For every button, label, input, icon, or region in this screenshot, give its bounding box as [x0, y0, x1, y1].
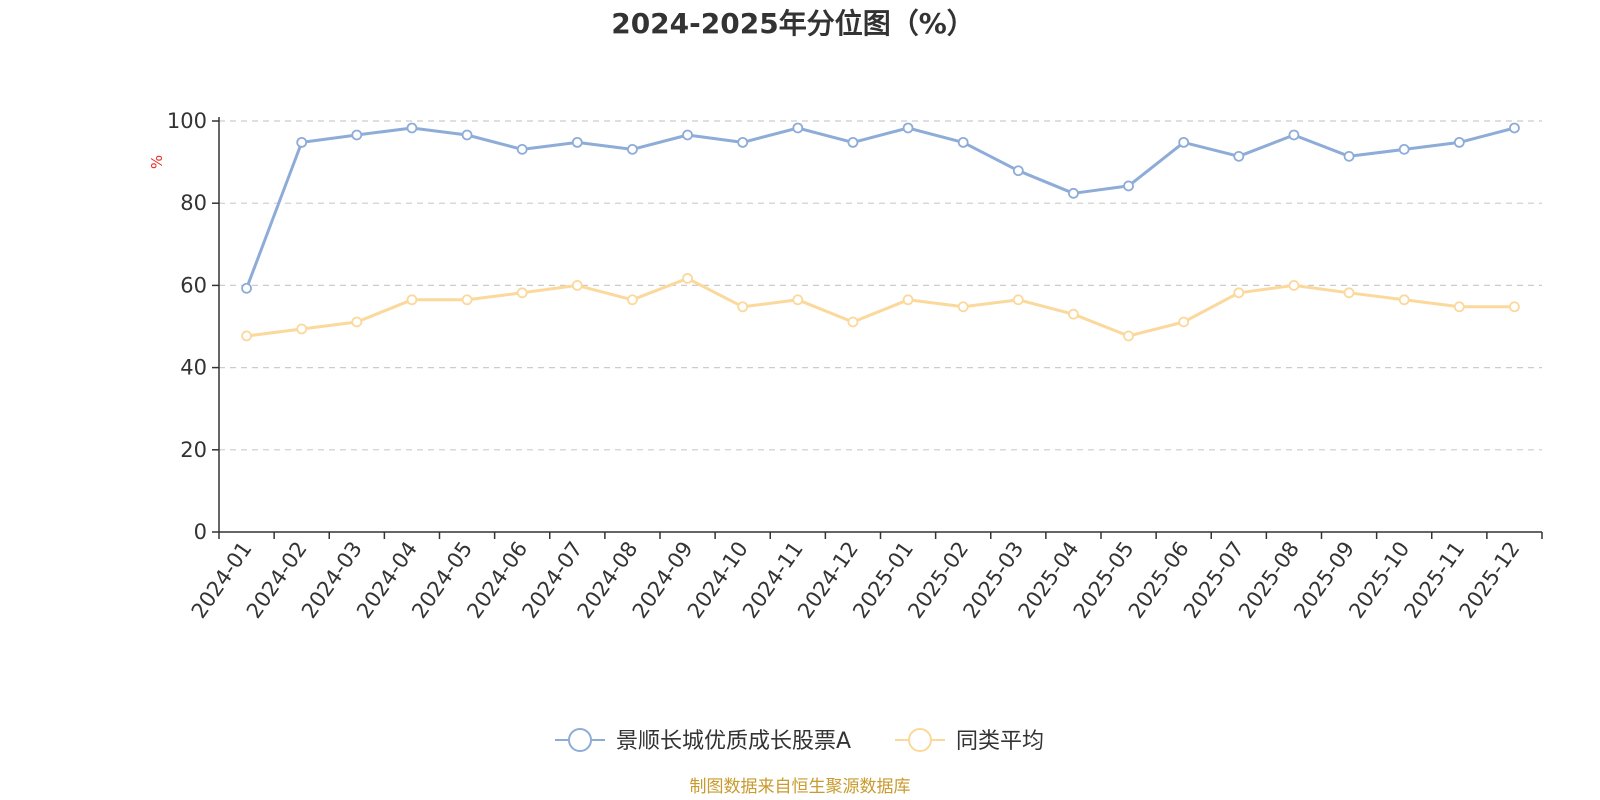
legend-swatch-marker: [908, 728, 932, 752]
y-tick-label: 40: [180, 356, 207, 380]
data-point[interactable]: [902, 294, 914, 306]
data-point[interactable]: [627, 294, 638, 306]
data-point[interactable]: [1398, 143, 1410, 155]
data-point[interactable]: [792, 294, 804, 306]
y-tick-label: 20: [180, 438, 207, 462]
data-point[interactable]: [902, 122, 914, 134]
chart-title: 2024-2025年分位图（%）: [611, 7, 975, 40]
data-point[interactable]: [1343, 150, 1355, 162]
data-source-note: 制图数据来自恒生聚源数据库: [690, 777, 911, 797]
data-point[interactable]: [1288, 279, 1300, 291]
data-point[interactable]: [461, 294, 473, 306]
data-point[interactable]: [1012, 165, 1024, 177]
data-point[interactable]: [1012, 294, 1024, 306]
legend-label: 同类平均: [956, 729, 1044, 754]
data-point[interactable]: [1123, 330, 1134, 342]
data-point[interactable]: [1178, 316, 1190, 328]
data-point[interactable]: [1233, 287, 1245, 299]
data-point[interactable]: [847, 316, 859, 328]
data-point[interactable]: [461, 129, 473, 141]
series-layer: [241, 122, 1520, 342]
data-point[interactable]: [1068, 308, 1079, 320]
y-tick-label: 80: [180, 191, 207, 215]
legend-item-0[interactable]: 景顺长城优质成长股票A: [555, 728, 851, 754]
data-point[interactable]: [406, 122, 418, 134]
data-point[interactable]: [682, 273, 693, 284]
data-point[interactable]: [792, 122, 804, 134]
data-point[interactable]: [1178, 136, 1190, 148]
data-point[interactable]: [1509, 301, 1520, 313]
legend-swatch-marker: [568, 728, 592, 752]
data-point[interactable]: [516, 143, 528, 155]
data-point[interactable]: [571, 279, 583, 291]
data-point[interactable]: [296, 136, 308, 148]
data-point[interactable]: [957, 136, 969, 148]
series-1: [241, 273, 1520, 342]
data-point[interactable]: [737, 301, 749, 313]
data-point[interactable]: [1343, 287, 1355, 299]
data-point[interactable]: [296, 323, 308, 335]
data-point[interactable]: [682, 129, 693, 141]
data-point[interactable]: [351, 129, 363, 141]
grid-lines: [219, 120, 1542, 451]
legend[interactable]: 景顺长城优质成长股票A 同类平均: [555, 728, 1044, 754]
data-point[interactable]: [241, 282, 252, 294]
data-point[interactable]: [1453, 301, 1465, 313]
y-tick-label: 60: [180, 273, 207, 297]
data-point[interactable]: [1453, 136, 1465, 148]
y-axis-label: %: [148, 155, 166, 169]
series-line-0: [245, 126, 1515, 289]
data-point[interactable]: [241, 330, 252, 342]
series-0: [241, 122, 1520, 294]
data-point[interactable]: [1233, 150, 1245, 162]
data-point[interactable]: [1288, 129, 1300, 141]
series-line-1: [246, 276, 1515, 338]
data-point[interactable]: [957, 301, 969, 313]
axes: 0204060801002024-012024-022024-032024-04…: [167, 109, 1543, 623]
data-point[interactable]: [1509, 122, 1520, 134]
data-point[interactable]: [571, 136, 583, 148]
data-point[interactable]: [406, 294, 418, 306]
data-point[interactable]: [1123, 180, 1134, 192]
y-tick-label: 100: [167, 109, 207, 133]
y-tick-label: 0: [194, 520, 207, 544]
legend-item-1[interactable]: 同类平均: [895, 728, 1044, 754]
data-point[interactable]: [1068, 187, 1079, 199]
data-point[interactable]: [737, 136, 749, 148]
data-point[interactable]: [627, 143, 638, 155]
data-point[interactable]: [351, 316, 363, 328]
data-point[interactable]: [1398, 294, 1410, 306]
legend-label: 景顺长城优质成长股票A: [616, 729, 851, 754]
data-point[interactable]: [847, 136, 859, 148]
data-point[interactable]: [516, 287, 528, 299]
